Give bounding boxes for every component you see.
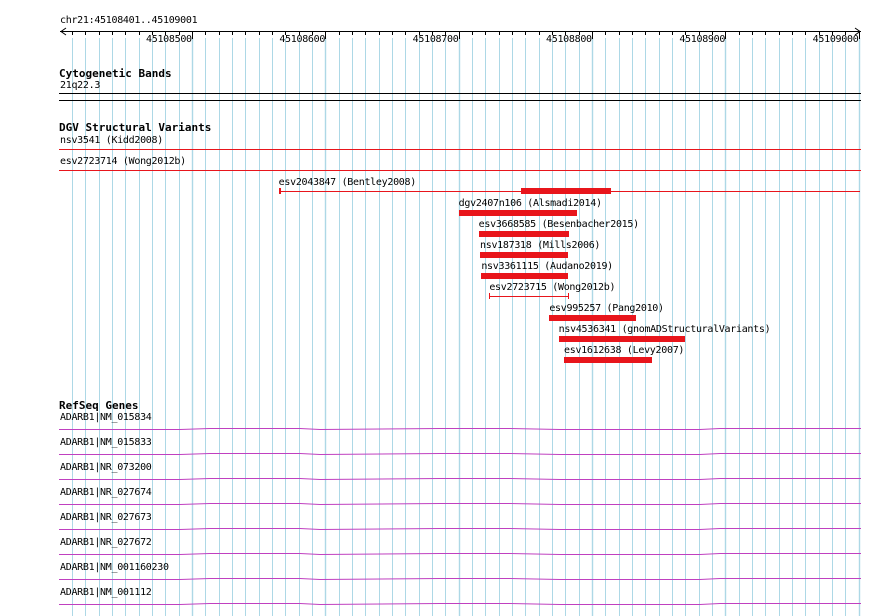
gene-label[interactable]: ADARB1|NR_027672 [60, 537, 152, 548]
gene-intron-line[interactable] [0, 499, 890, 507]
variant-feature[interactable] [558, 336, 686, 342]
refseq-track-title: RefSeq Genes [59, 399, 139, 412]
ruler-tick-label: 45108500 [146, 34, 192, 45]
variant-feature[interactable] [481, 273, 568, 279]
gene-line-path [59, 478, 861, 481]
gene-line-path [59, 578, 861, 581]
variant-label[interactable]: esv2043847 (Bentley2008) [278, 177, 417, 188]
gene-label[interactable]: ADARB1|NM_001112 [60, 587, 152, 598]
variant-label[interactable]: esv3668585 (Besenbacher2015) [478, 219, 639, 230]
ruler-tick-label: 45108800 [546, 34, 592, 45]
track-separator [59, 100, 861, 101]
ruler-tick-label: 45108600 [279, 34, 326, 45]
cyto-track-title: Cytogenetic Bands [59, 67, 172, 80]
variant-feature[interactable] [480, 252, 568, 258]
variant-feature[interactable] [59, 170, 861, 171]
variant-feature[interactable] [59, 149, 861, 150]
gene-line-path [59, 453, 861, 456]
gene-line-path [59, 428, 861, 431]
gene-intron-line[interactable] [0, 449, 890, 457]
variant-label[interactable]: nsv4536341 (gnomADStructuralVariants) [558, 324, 771, 335]
gene-intron-line[interactable] [0, 424, 890, 432]
variant-feature[interactable] [564, 357, 652, 363]
variant-end-tick [568, 293, 569, 299]
variant-label[interactable]: esv2723715 (Wong2012b) [489, 282, 616, 293]
variant-label[interactable]: nsv3361115 (Audano2019) [481, 261, 613, 272]
gene-line-path [59, 528, 861, 531]
gene-label[interactable]: ADARB1|NR_027674 [60, 487, 152, 498]
gene-line-path [59, 553, 861, 556]
variant-label[interactable]: esv995257 (Pang2010) [549, 303, 664, 314]
gene-intron-line[interactable] [0, 574, 890, 582]
gene-line-path [59, 503, 861, 506]
cyto-band-label[interactable]: 21q22.3 [60, 80, 101, 91]
variant-end-tick [489, 293, 490, 299]
gene-intron-line[interactable] [0, 474, 890, 482]
region-label: chr21:45108401..45109001 [60, 15, 198, 26]
gene-intron-line[interactable] [0, 524, 890, 532]
ruler-tick-label: 45108900 [679, 34, 726, 45]
dgv-track-title: DGV Structural Variants [59, 121, 212, 134]
gene-intron-line[interactable] [0, 549, 890, 557]
variant-block[interactable] [521, 188, 611, 194]
variant-end-tick [279, 188, 281, 194]
gene-line-path [59, 603, 861, 606]
cyto-band[interactable] [59, 93, 861, 94]
ruler-tick-label: 45109000 [812, 34, 859, 45]
gene-label[interactable]: ADARB1|NM_001160230 [60, 562, 169, 573]
variant-feature[interactable] [478, 231, 570, 237]
variant-label[interactable]: esv1612638 (Levy2007) [564, 345, 685, 356]
variant-label[interactable]: dgv2407n106 (Alsmadi2014) [458, 198, 602, 209]
ruler-axis [60, 27, 861, 39]
gene-label[interactable]: ADARB1|NR_073200 [60, 462, 152, 473]
variant-label[interactable]: nsv3541 (Kidd2008) [60, 135, 163, 146]
gene-label[interactable]: ADARB1|NM_015834 [60, 412, 152, 423]
gene-intron-line[interactable] [0, 599, 890, 607]
gene-label[interactable]: ADARB1|NM_015833 [60, 437, 152, 448]
variant-label[interactable]: esv2723714 (Wong2012b) [60, 156, 186, 167]
variant-feature[interactable] [549, 315, 636, 321]
variant-feature[interactable] [489, 296, 568, 297]
variant-label[interactable]: nsv187318 (Mills2006) [480, 240, 601, 251]
ruler-tick-label: 45108700 [412, 34, 459, 45]
gene-label[interactable]: ADARB1|NR_027673 [60, 512, 152, 523]
variant-feature[interactable] [458, 210, 578, 216]
